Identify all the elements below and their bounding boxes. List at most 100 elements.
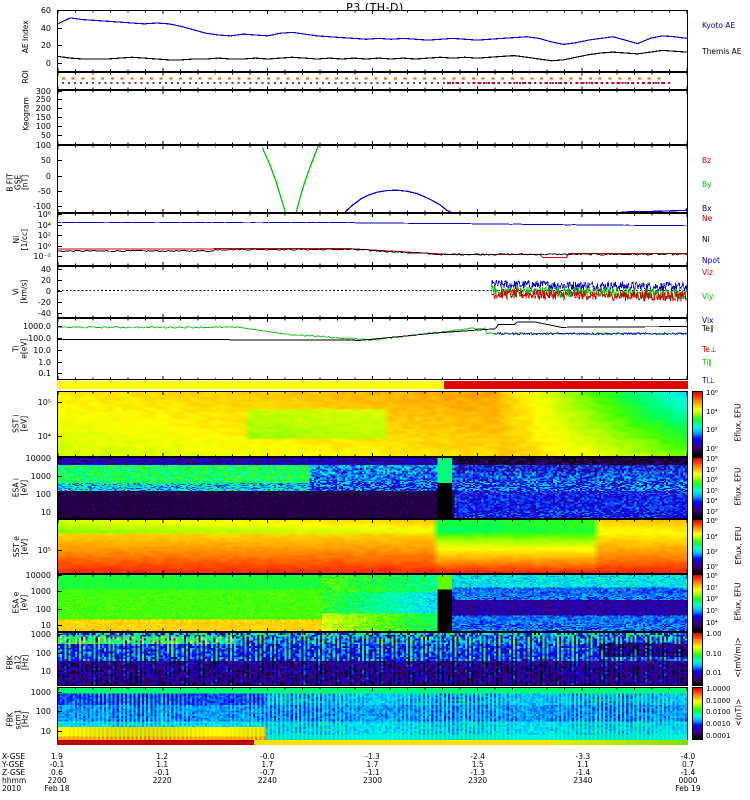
panel-bfit — [57, 145, 688, 213]
legend-by: By — [702, 180, 712, 189]
ytick-ni-4: 10⁻² — [33, 252, 51, 262]
ytick-bfit-2: 0 — [45, 171, 51, 181]
axis-title-ti: Ti e[eV] — [11, 338, 28, 359]
colorbar-tick-cb-esa-i-2: 10⁶ — [706, 476, 718, 485]
ytick-keogram-2: 200 — [35, 104, 51, 114]
colorbar-tick-cb-sst-i-3: 10⁰ — [706, 444, 718, 453]
axis-tick-y_gse-0: -0.1 — [49, 760, 65, 769]
ytickmark — [57, 99, 62, 101]
axis-title-esa_i: ESA i [eV] — [11, 478, 28, 498]
roi-state-bar — [57, 381, 688, 389]
ytickmark — [57, 670, 62, 672]
axis-title-esa_e: ESA e [eV] — [11, 591, 28, 614]
ytickmark — [57, 190, 62, 192]
axis-title-fbk_e12: FBK e12 [Hz] — [5, 654, 30, 671]
legend-te-: Te∥ — [702, 324, 714, 333]
legend-themis-ae: Themis AE — [702, 47, 742, 56]
colorbar-cb-esa-e — [692, 574, 703, 632]
ytickmark — [57, 45, 62, 47]
spectrogram-fbk_e12 — [58, 633, 687, 685]
colorbar-tick-cb-fbk-scm1-0: 1.0000 — [706, 685, 731, 694]
ytick-ti-2: 10.0 — [33, 346, 51, 356]
ytickmark — [57, 245, 62, 247]
legend-bz: Bz — [702, 156, 712, 165]
axis-title-keogram: Keogram — [21, 96, 31, 131]
spectrogram-sst_e — [58, 520, 687, 573]
ytick-esa_e-0: 10000 — [25, 571, 51, 581]
ytick-ni-1: 10⁴ — [37, 220, 51, 230]
axis-tick-z_gse-1: -0.1 — [154, 768, 170, 777]
colorbar-tick-cb-fbk-scm1-3: 0.0010 — [706, 720, 731, 729]
ytick-sst_i-0: 10⁵ — [37, 397, 51, 407]
panel-fbk_scm1 — [57, 687, 688, 745]
colorbar-unit-cb-fbk-e12: <(mV/m)> — [733, 637, 743, 678]
plotarea-ae — [58, 11, 687, 71]
colorbar-tick-cb-fbk-scm1-1: 0.1000 — [706, 696, 731, 705]
axis-tick-hhmm-0: 2200 — [47, 776, 67, 785]
ytickmark — [57, 338, 62, 340]
colorbar-tick-cb-fbk-e12-1: 0.10 — [706, 649, 722, 658]
axis-tick-hhmm-2: 2240 — [257, 776, 277, 785]
panel-esa_i — [57, 457, 688, 519]
ytickmark — [57, 350, 62, 352]
spectrogram-fbk_scm1 — [58, 688, 687, 744]
colorbar-tick-cb-fbk-scm1-4: 0.0001 — [706, 731, 731, 740]
ytickmark — [57, 159, 62, 161]
legend-ti-: Ti∥ — [702, 358, 713, 367]
axis-row-label-x-gse: X-GSE — [2, 752, 26, 761]
ytick-ae-1: 40 — [40, 23, 51, 33]
ytick-bfit-0: 100 — [35, 141, 51, 150]
axis-tick-z_gse-5: -1.4 — [575, 768, 591, 777]
ytickmark — [57, 290, 62, 292]
ytick-bfit-1: 50 — [40, 155, 51, 165]
panel-keogram — [57, 90, 688, 145]
axis-row-label-hhmm: hhmm — [2, 776, 27, 785]
colorbar-tick-cb-esa-e-2: 10⁶ — [706, 595, 718, 604]
panel-esa_e — [57, 574, 688, 632]
ytickmark — [57, 125, 62, 127]
axis-tick-hhmm-5: 2340 — [573, 776, 593, 785]
colorbar-cb-fbk-e12 — [692, 632, 703, 686]
colorbar-unit-cb-sst-i: Eflux, EFU — [733, 403, 743, 442]
ytick-fbk_e12-2: 10 — [40, 666, 51, 676]
ytick-esa_i-1: 1000 — [30, 471, 51, 481]
panel-ti — [57, 318, 688, 380]
colorbar-tick-cb-sst-e-2: 10² — [706, 547, 718, 556]
ytickmark — [57, 494, 62, 496]
colorbar-tick-cb-sst-e-1: 10⁴ — [706, 532, 718, 541]
plotarea-esa_e — [58, 575, 687, 631]
ytickmark — [57, 108, 62, 110]
colorbar-tick-cb-sst-e-0: 10⁶ — [706, 517, 718, 526]
spectrogram-sst_i — [58, 392, 687, 456]
axis-tick-x_gse-3: -1.3 — [365, 752, 380, 761]
ytick-fbk_e12-0: 1000 — [30, 630, 51, 640]
ytick-ti-3: 1.0 — [38, 358, 51, 368]
panel-vi — [57, 266, 688, 318]
colorbar-tick-cb-esa-e-0: 10⁸ — [706, 572, 718, 581]
ytickmark — [57, 175, 62, 177]
ytickmark — [57, 145, 62, 146]
colorbar-cb-esa-i — [692, 457, 703, 519]
ytick-ni-3: 10⁰ — [37, 241, 51, 251]
ytick-fbk_scm1-2: 10 — [40, 727, 51, 737]
ytickmark — [57, 301, 62, 303]
ytick-sst_e-0: 10⁵ — [37, 545, 51, 555]
ytickmark — [57, 575, 62, 577]
panel-sst_i — [57, 391, 688, 457]
ytickmark — [57, 206, 62, 208]
plotarea-sst_i — [58, 392, 687, 456]
ytickmark — [57, 91, 62, 93]
ytick-keogram-3: 150 — [35, 112, 51, 122]
colorbar-tick-cb-fbk-scm1-2: 0.0100 — [706, 708, 731, 717]
ytick-vi-1: 20 — [40, 276, 51, 286]
axis-title-vi: Vi [km/s] — [11, 279, 28, 304]
legend-te-: Te⊥ — [702, 345, 717, 354]
legend-viy: Viy — [702, 292, 714, 301]
ytick-esa_i-0: 10000 — [25, 454, 51, 464]
legend-vix: Vix — [702, 316, 714, 325]
ytick-fbk_scm1-0: 1000 — [30, 687, 51, 697]
ytickmark — [57, 711, 62, 713]
ytick-ae-0: 60 — [40, 6, 51, 15]
colorbar-unit-cb-esa-e: Eflux, EFU — [733, 582, 743, 621]
